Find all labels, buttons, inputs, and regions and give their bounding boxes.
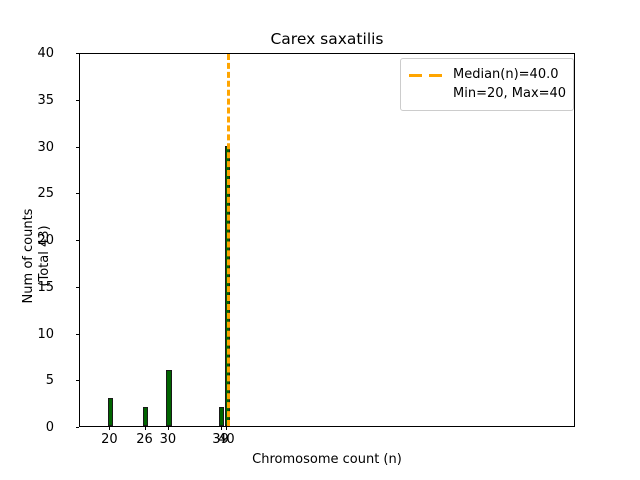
bar [218, 407, 225, 426]
y-tick-label: 10 [37, 326, 54, 342]
x-tick-mark [109, 426, 111, 430]
y-tick-mark [75, 99, 79, 101]
legend-item-median: Median(n)=40.0 [409, 65, 565, 84]
bar [166, 369, 172, 426]
dashed-line-icon [409, 69, 445, 81]
y-tick-mark [75, 286, 79, 288]
x-tick-mark [220, 426, 222, 430]
y-tick-label: 35 [37, 92, 54, 108]
x-tick-mark [226, 426, 228, 430]
bar [142, 407, 149, 426]
y-tick-mark [75, 193, 79, 195]
y-tick-mark [75, 146, 79, 148]
y-tick-mark [75, 53, 79, 54]
x-tick-label: 20 [101, 432, 118, 447]
y-tick-label: 25 [37, 186, 54, 202]
x-tick-mark [167, 426, 169, 430]
legend-item-range: Min=20, Max=40 [409, 84, 567, 103]
x-tick-label: 30 [159, 432, 177, 447]
legend-label-range: Min=20, Max=40 [453, 85, 567, 101]
y-tick-mark [75, 427, 79, 428]
y-tick-mark [75, 380, 79, 382]
y-tick-label: 15 [37, 279, 54, 295]
bar [107, 397, 114, 426]
x-tick-label: 39 [212, 432, 229, 447]
legend-label-median: Median(n)=40.0 [453, 66, 559, 82]
chart-title: Carex saxatilis [270, 30, 384, 48]
x-tick-label: 26 [136, 432, 153, 447]
y-tick-label: 30 [37, 139, 54, 155]
y-tick-label: 20 [37, 233, 54, 248]
y-tick-label: 0 [45, 420, 54, 435]
y-tick-label: 5 [45, 373, 54, 389]
x-tick-label: 40 [218, 432, 235, 447]
y-tick-label: 40 [37, 46, 54, 61]
median-line [227, 54, 231, 426]
y-tick-mark [75, 240, 79, 241]
chart-legend: Median(n)=40.0 Min=20, Max=40 [400, 58, 574, 111]
plot-area [79, 53, 575, 427]
x-axis-label: Chromosome count (n) [252, 452, 402, 467]
y-tick-mark [75, 333, 79, 335]
x-tick-mark [144, 426, 146, 430]
